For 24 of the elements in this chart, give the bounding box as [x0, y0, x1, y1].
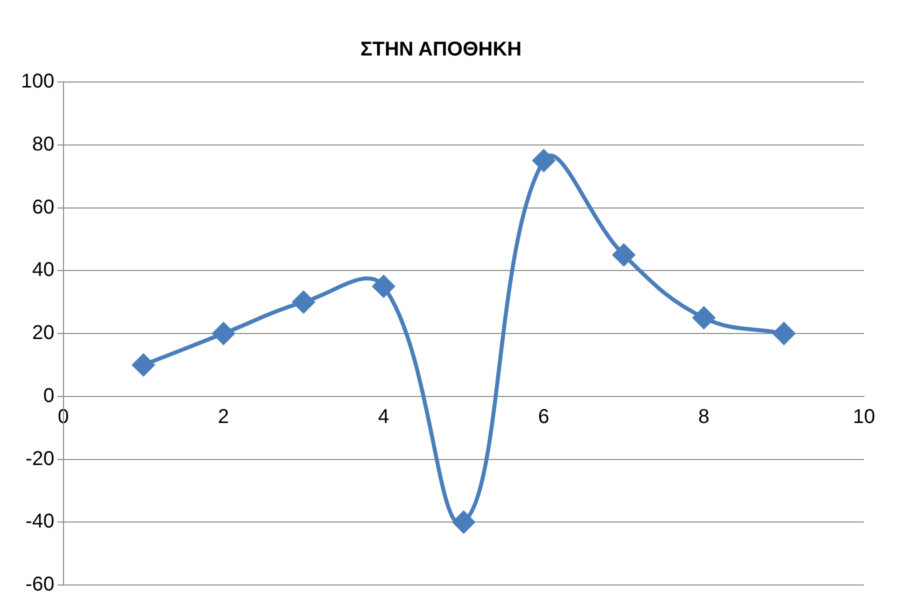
point [452, 511, 475, 534]
point [292, 291, 315, 314]
point [372, 275, 395, 298]
y-tick-label: 0 [43, 384, 54, 407]
point [212, 322, 234, 344]
x-tick-label: 2 [218, 406, 230, 428]
y-tick-label: 100 [20, 70, 54, 93]
x-tick-label: 8 [698, 406, 710, 428]
y-tick-label: 20 [32, 322, 54, 344]
y-tick-label: 60 [32, 196, 54, 218]
point [532, 150, 555, 172]
y-tick-label: 80 [32, 133, 54, 156]
y-tick-label: -40 [25, 510, 54, 533]
x-tick-label: 6 [538, 406, 550, 428]
point [612, 244, 635, 266]
y-tick-label: -20 [25, 448, 54, 470]
point [132, 354, 154, 376]
x-tick-label: 4 [378, 406, 390, 428]
y-tick-label: -60 [25, 574, 54, 596]
x-tick-label: 10 [852, 406, 876, 428]
point [692, 306, 715, 329]
y-tick-label: 40 [32, 259, 54, 282]
point [772, 322, 795, 344]
chart-title: ΣΤΗΝ ΑΠΟΘΗΚΗ [360, 38, 522, 61]
